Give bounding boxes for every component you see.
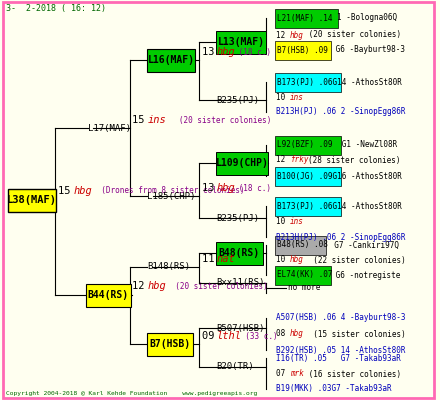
Text: B7(HSB) .09: B7(HSB) .09 xyxy=(277,46,328,54)
Text: L13(MAF): L13(MAF) xyxy=(218,37,265,47)
Text: B19(MKK) .03G7 -Takab93aR: B19(MKK) .03G7 -Takab93aR xyxy=(276,384,392,394)
Text: B173(PJ) .06G14 -AthosSt80R: B173(PJ) .06G14 -AthosSt80R xyxy=(277,202,402,210)
Text: (15 sister colonies): (15 sister colonies) xyxy=(304,330,405,338)
FancyBboxPatch shape xyxy=(275,40,331,60)
Text: I16(TR) .05   G7 -Takab93aR: I16(TR) .05 G7 -Takab93aR xyxy=(276,354,401,362)
Text: (18 c.): (18 c.) xyxy=(235,184,271,192)
Text: 07: 07 xyxy=(276,370,290,378)
Text: Bxx11(RS): Bxx11(RS) xyxy=(216,278,265,288)
Text: (16 sister colonies): (16 sister colonies) xyxy=(304,370,401,378)
Text: (20 sister colonies): (20 sister colonies) xyxy=(304,30,401,40)
Text: 12: 12 xyxy=(276,30,290,40)
Text: B148(RS): B148(RS) xyxy=(147,262,191,272)
Text: (28 sister colonies): (28 sister colonies) xyxy=(308,156,400,164)
Text: B235(PJ): B235(PJ) xyxy=(216,214,260,222)
Text: EL74(KK) .07: EL74(KK) .07 xyxy=(277,270,332,280)
Text: Copyright 2004-2018 @ Karl Kehde Foundation    www.pedigreeapis.org: Copyright 2004-2018 @ Karl Kehde Foundat… xyxy=(6,390,257,396)
FancyBboxPatch shape xyxy=(147,332,193,356)
Text: 1 -Bologna06Q: 1 -Bologna06Q xyxy=(337,14,397,22)
Text: 11: 11 xyxy=(202,254,220,264)
Text: (Drones from 8 sister colonies): (Drones from 8 sister colonies) xyxy=(92,186,245,196)
Text: 09: 09 xyxy=(202,331,220,341)
Text: 15: 15 xyxy=(59,186,77,196)
Text: L92(BZF) .09  G1 -NewZl08R: L92(BZF) .09 G1 -NewZl08R xyxy=(277,140,397,150)
Text: L21(MAF) .14: L21(MAF) .14 xyxy=(277,14,332,22)
Text: (18 c.): (18 c.) xyxy=(235,48,271,56)
Text: hbg: hbg xyxy=(73,186,92,196)
Text: 10: 10 xyxy=(276,92,290,102)
Text: 3-  2-2018 ( 16: 12): 3- 2-2018 ( 16: 12) xyxy=(6,4,106,12)
Text: B20(TR): B20(TR) xyxy=(216,362,254,372)
Text: A507(HSB) .06 4 -Bayburt98-3: A507(HSB) .06 4 -Bayburt98-3 xyxy=(276,314,405,322)
Text: B292(HSB) .05 14 -AthosSt80R: B292(HSB) .05 14 -AthosSt80R xyxy=(276,346,405,354)
Text: frky: frky xyxy=(290,156,308,164)
Text: hbg: hbg xyxy=(290,256,304,264)
Text: L17(MAF): L17(MAF) xyxy=(88,124,131,132)
Text: hbg: hbg xyxy=(216,183,235,193)
Text: hbg: hbg xyxy=(147,281,166,291)
FancyBboxPatch shape xyxy=(275,196,341,216)
Text: (20 sister colonies): (20 sister colonies) xyxy=(165,116,271,124)
FancyBboxPatch shape xyxy=(275,266,331,284)
FancyBboxPatch shape xyxy=(275,136,341,154)
Text: B213H(PJ) .06 2 -SinopEgg86R: B213H(PJ) .06 2 -SinopEgg86R xyxy=(276,232,405,242)
Text: B7(HSB): B7(HSB) xyxy=(150,339,191,349)
Text: B235(PJ): B235(PJ) xyxy=(216,96,260,104)
Text: nat: nat xyxy=(216,254,235,264)
Text: 10: 10 xyxy=(276,216,290,226)
FancyBboxPatch shape xyxy=(147,48,195,72)
Text: hbg: hbg xyxy=(216,47,235,57)
Text: B48(RS) .08: B48(RS) .08 xyxy=(277,240,328,250)
Text: (22 sister colonies): (22 sister colonies) xyxy=(304,256,405,264)
Text: G7 -Cankiri97Q: G7 -Cankiri97Q xyxy=(325,240,400,250)
Text: L38(MAF): L38(MAF) xyxy=(7,195,57,205)
Text: B173(PJ) .06G14 -AthosSt80R: B173(PJ) .06G14 -AthosSt80R xyxy=(277,78,402,86)
FancyBboxPatch shape xyxy=(8,188,56,212)
Text: ins: ins xyxy=(147,115,166,125)
Text: hbg: hbg xyxy=(290,30,304,40)
Text: L109(CHP): L109(CHP) xyxy=(216,158,269,168)
Text: (33 c.): (33 c.) xyxy=(236,332,278,340)
Text: B48(RS): B48(RS) xyxy=(219,248,260,258)
Text: (20 sister colonies): (20 sister colonies) xyxy=(166,282,268,290)
Text: G6 -notregiste: G6 -notregiste xyxy=(331,270,400,280)
Text: 08: 08 xyxy=(276,330,290,338)
Text: ins: ins xyxy=(290,216,304,226)
Text: 12: 12 xyxy=(276,156,290,164)
FancyBboxPatch shape xyxy=(216,242,263,264)
Text: 10: 10 xyxy=(276,256,290,264)
FancyBboxPatch shape xyxy=(275,8,337,28)
Text: ins: ins xyxy=(290,92,304,102)
Text: B44(RS): B44(RS) xyxy=(87,290,128,300)
Text: 12: 12 xyxy=(132,281,151,291)
FancyBboxPatch shape xyxy=(85,284,131,306)
Text: B100(JG) .09G16 -AthosSt80R: B100(JG) .09G16 -AthosSt80R xyxy=(277,172,402,180)
Text: no more: no more xyxy=(288,284,320,292)
Text: G6 -Bayburt98-3: G6 -Bayburt98-3 xyxy=(331,46,405,54)
Text: L185(CHP): L185(CHP) xyxy=(147,192,196,200)
Text: hbg: hbg xyxy=(290,330,304,338)
FancyBboxPatch shape xyxy=(275,72,341,92)
FancyBboxPatch shape xyxy=(275,166,341,186)
FancyBboxPatch shape xyxy=(216,30,267,54)
Text: mrk: mrk xyxy=(290,370,304,378)
Text: 15: 15 xyxy=(132,115,151,125)
Text: lthl: lthl xyxy=(216,331,242,341)
FancyBboxPatch shape xyxy=(275,236,326,254)
Text: 13: 13 xyxy=(202,47,220,57)
Text: 13: 13 xyxy=(202,183,220,193)
Text: B507(HSB): B507(HSB) xyxy=(216,324,265,332)
Text: L16(MAF): L16(MAF) xyxy=(147,55,194,65)
Text: B213H(PJ) .06 2 -SinopEgg86R: B213H(PJ) .06 2 -SinopEgg86R xyxy=(276,108,405,116)
FancyBboxPatch shape xyxy=(216,152,268,174)
